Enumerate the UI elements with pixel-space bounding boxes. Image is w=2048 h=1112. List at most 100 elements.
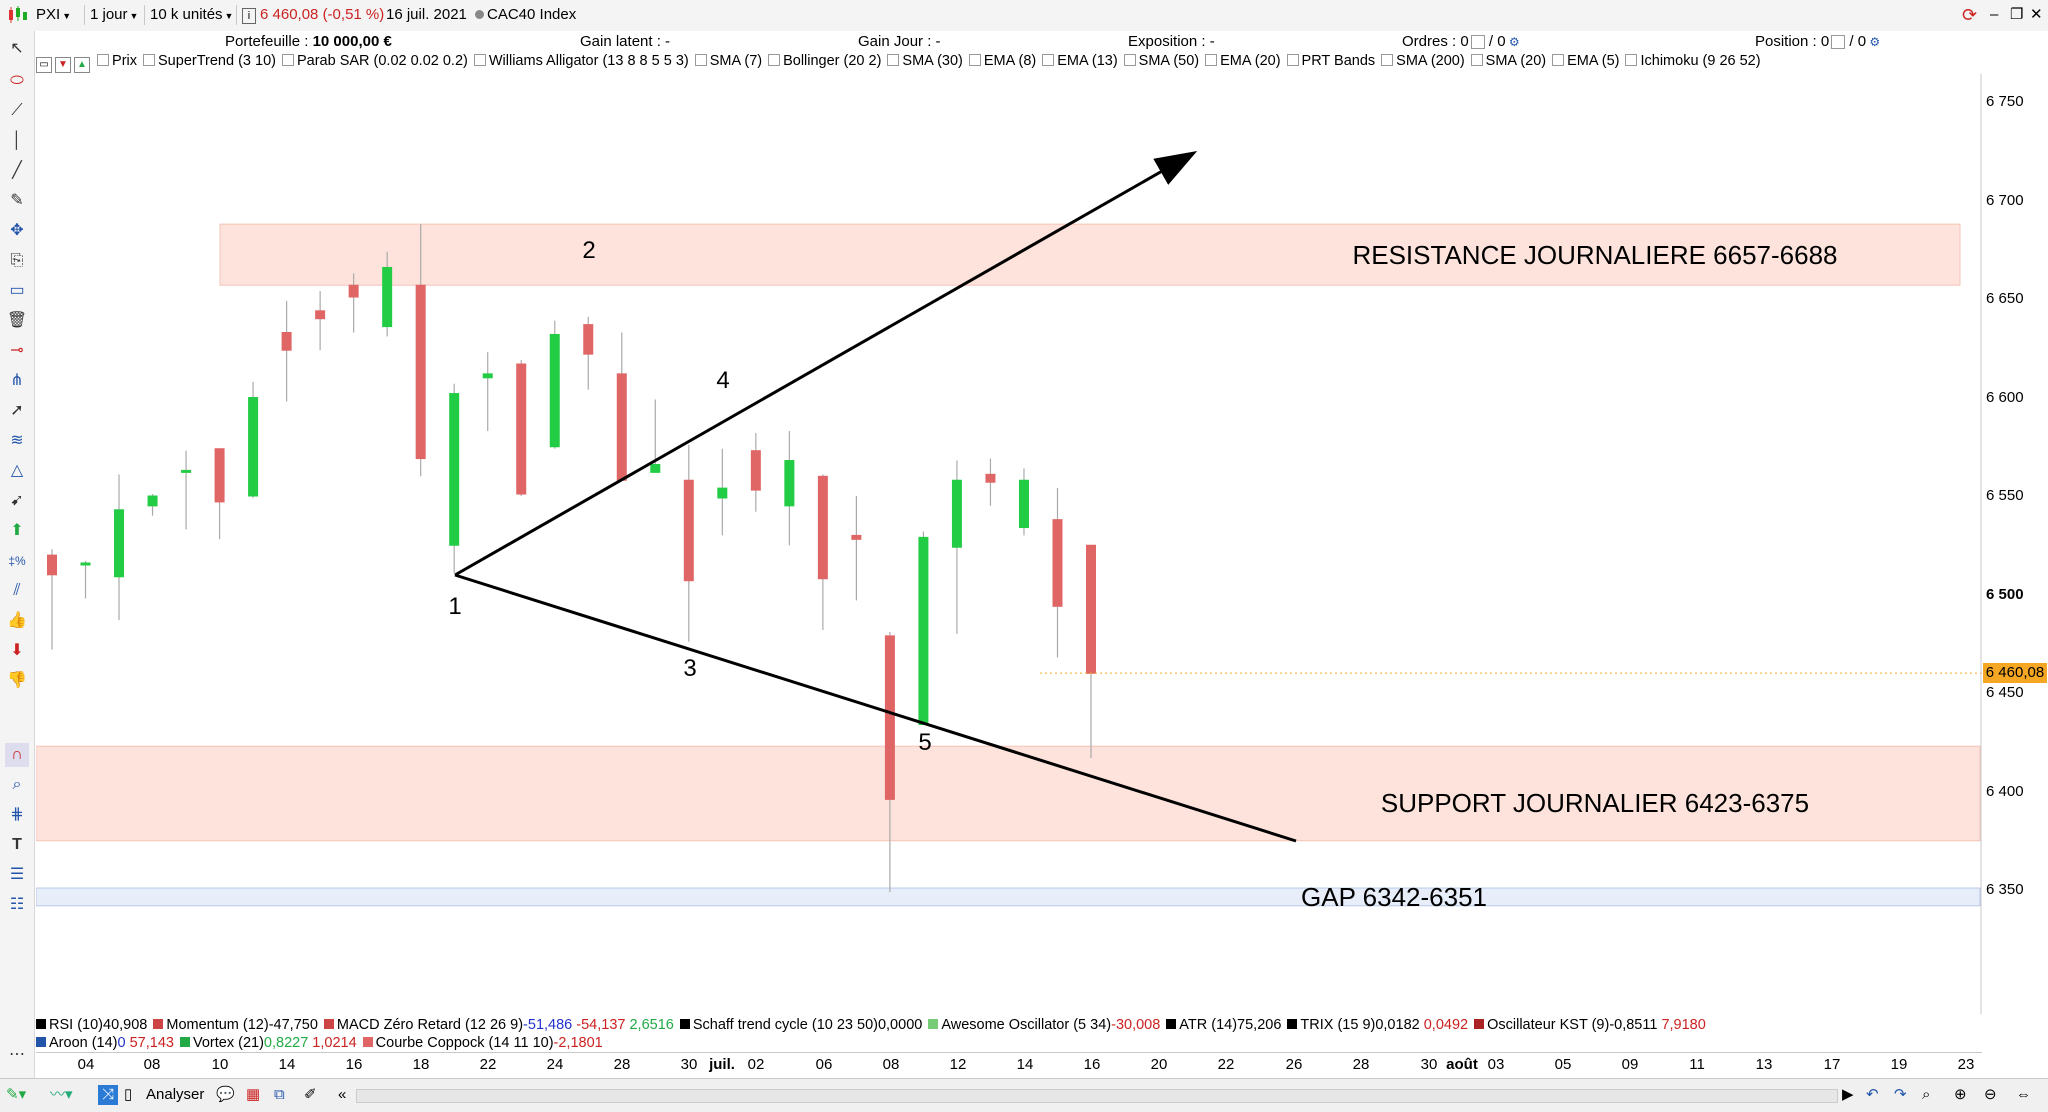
indicator-readout[interactable]: Awesome Oscillator (5 34)-30,008 xyxy=(928,1017,1160,1033)
windows-icon[interactable]: ⧉ xyxy=(274,1086,285,1103)
scroll-right-icon[interactable]: ▶ xyxy=(1842,1086,1854,1103)
share-icon[interactable]: ⤨ xyxy=(98,1085,118,1105)
zoom-area-icon[interactable]: ⌕ xyxy=(1922,1086,1931,1103)
pointer-icon[interactable]: ↖ xyxy=(10,40,24,57)
layout-icon[interactable]: ▯ xyxy=(124,1086,133,1103)
indicator-checkbox[interactable] xyxy=(1205,54,1218,66)
indicator-checkbox[interactable] xyxy=(473,54,486,66)
indicator-toggle[interactable]: EMA (8) xyxy=(968,53,1036,69)
indicator-toggle[interactable]: EMA (13) xyxy=(1042,53,1118,69)
period-selector[interactable]: 1 jour ▼ xyxy=(90,5,138,25)
indicator-checkbox[interactable] xyxy=(1286,54,1299,66)
indicator-readout[interactable]: RSI (10)40,908 xyxy=(36,1017,147,1033)
units-selector[interactable]: 10 k unités ▼ xyxy=(150,5,233,25)
indicator-readout[interactable]: ATR (14)75,206 xyxy=(1166,1017,1281,1033)
indicator-checkbox[interactable] xyxy=(1552,54,1565,66)
indicator-checkbox[interactable] xyxy=(768,54,781,66)
ordres-checkbox[interactable] xyxy=(1470,35,1485,50)
indicator-checkbox[interactable] xyxy=(1470,54,1483,66)
fit-icon[interactable]: ⇔ xyxy=(2016,1086,2031,1103)
indicator-toggle[interactable]: SMA (200) xyxy=(1381,53,1465,69)
indicator-checkbox[interactable] xyxy=(143,54,156,66)
triangle-icon[interactable]: △ xyxy=(10,462,24,479)
magnet-icon[interactable]: ∩ xyxy=(5,743,29,767)
refresh-icon[interactable]: ⟳ xyxy=(1962,5,1978,25)
symbol-selector[interactable]: PXI ▼ xyxy=(36,5,71,25)
down-arrow-icon[interactable]: ▼ xyxy=(55,57,71,73)
settings-icon[interactable]: ⚙ xyxy=(1866,35,1881,49)
more-tools-icon[interactable]: ⋯ xyxy=(9,1046,25,1063)
redo-icon[interactable]: ↷ xyxy=(1894,1086,1907,1103)
indicator-checkbox[interactable] xyxy=(281,54,294,66)
price-chart[interactable]: RESISTANCE JOURNALIERE 6657-6688 SUPPORT … xyxy=(36,74,1982,1014)
zoom-out-icon[interactable]: ⊖ xyxy=(1984,1086,1997,1103)
zoom-in-icon[interactable]: ⊕ xyxy=(1954,1086,1967,1103)
position-checkbox[interactable] xyxy=(1831,35,1846,50)
ellipse-icon[interactable]: ⬭ xyxy=(10,72,24,89)
indicator-readout[interactable]: Oscillateur KST (9)-0,8511 7,9180 xyxy=(1474,1017,1706,1033)
vertical-line-icon[interactable]: │ xyxy=(12,132,22,149)
zoom-tool-icon[interactable]: ⌕ xyxy=(12,776,22,793)
indicator-checkbox[interactable] xyxy=(97,54,110,66)
settings-icon[interactable]: ⚙ xyxy=(1505,35,1520,49)
pencil-icon[interactable]: ✐ xyxy=(304,1086,317,1103)
info-icon[interactable]: i xyxy=(242,5,256,25)
indicator-readout[interactable]: MACD Zéro Retard (12 26 9)-51,486 -54,13… xyxy=(323,1017,674,1033)
indicator-readout[interactable]: Courbe Coppock (14 11 10)-2,1801 xyxy=(362,1035,603,1051)
chat-icon[interactable]: 💬 xyxy=(216,1086,235,1103)
channel-icon[interactable]: ⫽ xyxy=(13,582,21,599)
trash-icon[interactable]: 🗑 xyxy=(6,312,28,329)
arrow-icon[interactable]: ➚ xyxy=(10,402,24,419)
indicator-checkbox[interactable] xyxy=(1625,54,1638,66)
fibonacci-icon[interactable]: ≋ xyxy=(10,432,24,449)
fib-extension-icon[interactable]: ☷ xyxy=(9,896,25,913)
pitchfork-icon[interactable]: ⋕ xyxy=(10,806,24,823)
brush-icon[interactable]: ✎ xyxy=(10,192,24,209)
indicator-toggle[interactable]: Prix xyxy=(97,53,137,69)
window-icon[interactable]: ▭ xyxy=(36,57,52,73)
fan-icon[interactable]: ⋔ xyxy=(10,372,24,389)
indicator-toggle[interactable]: PRT Bands xyxy=(1286,53,1375,69)
chart-scrollbar[interactable] xyxy=(356,1089,1838,1103)
segment-icon[interactable]: ⟋ xyxy=(11,102,23,119)
restore-icon[interactable]: ❐ xyxy=(2010,6,2024,23)
indicator-readout[interactable]: TRIX (15 9)0,0182 0,0492 xyxy=(1287,1017,1468,1033)
thumbs-up-icon[interactable]: 👍 xyxy=(7,612,27,629)
close-icon[interactable]: ✕ xyxy=(2030,6,2043,23)
indicator-toggle[interactable]: Bollinger (20 2) xyxy=(768,53,881,69)
trendline-icon[interactable]: ╱ xyxy=(12,162,22,179)
indicator-readout[interactable]: Aroon (14)0 57,143 xyxy=(36,1035,174,1051)
rectangle-icon[interactable]: ▭ xyxy=(9,282,25,299)
indicator-toggle[interactable]: SMA (7) xyxy=(694,53,762,69)
indicator-toggle[interactable]: Parab SAR (0.02 0.02 0.2) xyxy=(281,53,468,69)
arrow-tool-icon[interactable]: ➹ xyxy=(10,492,24,509)
minimize-icon[interactable]: – xyxy=(1990,6,1999,23)
undo-icon[interactable]: ↶ xyxy=(1866,1086,1879,1103)
indicator-toggle[interactable]: EMA (20) xyxy=(1205,53,1281,69)
down-arrow-icon[interactable]: ⬇ xyxy=(10,642,24,659)
indicator-checkbox[interactable] xyxy=(887,54,900,66)
text-icon[interactable]: T xyxy=(12,836,22,853)
indicator-toggle[interactable]: SMA (30) xyxy=(887,53,963,69)
indicator-toggle[interactable]: SMA (20) xyxy=(1470,53,1546,69)
indicator-toggle[interactable]: Ichimoku (9 26 52) xyxy=(1625,53,1761,69)
levels-icon[interactable]: ☰ xyxy=(9,866,25,883)
indicator-toggle[interactable]: EMA (5) xyxy=(1552,53,1619,69)
indicator-checkbox[interactable] xyxy=(1123,54,1136,66)
indicator-icon[interactable]: 〰▾ xyxy=(50,1086,73,1103)
indicator-checkbox[interactable] xyxy=(968,54,981,66)
analyser-button[interactable]: Analyser xyxy=(146,1086,205,1103)
collapse-icon[interactable]: « xyxy=(338,1086,347,1103)
indicator-checkbox[interactable] xyxy=(1381,54,1394,66)
up-arrow-icon[interactable]: ▲ xyxy=(74,57,90,73)
calculator-icon[interactable]: ▦ xyxy=(246,1086,261,1103)
indicator-readout[interactable]: Momentum (12)-47,750 xyxy=(153,1017,318,1033)
move-icon[interactable]: ✥ xyxy=(10,222,24,239)
indicator-toggle[interactable]: SMA (50) xyxy=(1123,53,1199,69)
draw-icon[interactable]: ✎▾ xyxy=(6,1086,27,1103)
indicator-toggle[interactable]: Williams Alligator (13 8 8 5 5 3) xyxy=(473,53,689,69)
chart-type-icon[interactable] xyxy=(6,5,28,25)
indicator-checkbox[interactable] xyxy=(694,54,707,66)
indicator-toggle[interactable]: SuperTrend (3 10) xyxy=(143,53,276,69)
indicator-checkbox[interactable] xyxy=(1042,54,1055,66)
